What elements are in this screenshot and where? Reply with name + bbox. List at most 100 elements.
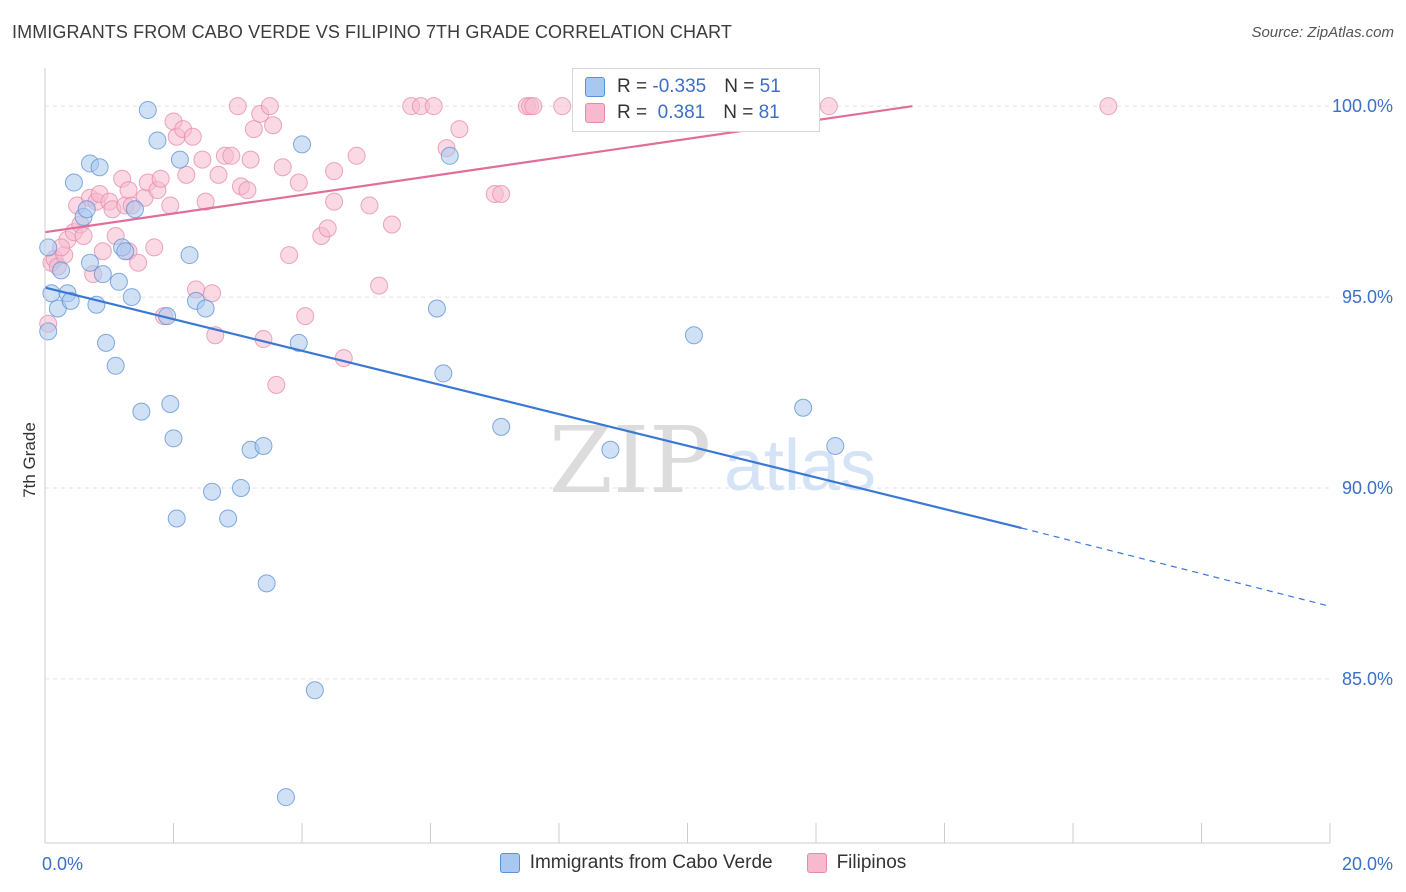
legend-n-label: N = [724,76,760,97]
cabo-verde-point [170,150,189,169]
legend-n-label: N = [723,102,759,123]
legend-n-value: 81 [758,102,780,123]
legend-item-filipinos: Filipinos [806,852,907,874]
filipinos-point [1099,97,1118,116]
legend-label-filipinos: Filipinos [836,852,907,873]
filipinos-point [296,307,315,326]
legend-stats: R = -0.335 N = 51 R = 0.381 N = 81 [572,68,820,132]
cabo-verde-point [601,440,620,459]
legend-row-cabo-verde: R = -0.335 N = 51 [585,75,781,99]
legend-row-filipinos: R = 0.381 N = 81 [585,101,780,125]
filipinos-point [524,97,543,116]
cabo-verde-point [305,681,324,700]
y-tick-label: 100.0% [1332,96,1393,116]
cabo-verde-point [289,333,308,352]
filipinos-point [370,276,389,295]
filipinos-point [360,196,379,215]
filipinos-point [177,165,196,184]
cabo-verde-point [180,246,199,265]
legend-swatch-blue [585,77,605,97]
cabo-verde-point [138,100,157,119]
filipinos-point [119,181,138,200]
filipinos-point [325,162,344,181]
cabo-verde-point [684,326,703,345]
legend-swatch-blue [499,853,520,873]
cabo-verde-point [39,238,58,257]
filipinos-point [347,146,366,165]
legend-item-cabo-verde: Immigrants from Cabo Verde [499,852,773,874]
filipinos-point [280,246,299,265]
filipinos-point [382,215,401,234]
cabo-verde-point [440,146,459,165]
series-cabo-verde-points [39,100,845,807]
chart-source: Source: ZipAtlas.com [1251,24,1394,41]
filipinos-point [264,116,283,135]
cabo-verde-point [64,173,83,192]
cabo-verde-point [61,291,80,310]
cabo-verde-point [80,253,99,272]
filipinos-point [228,97,247,116]
filipinos-point [819,97,838,116]
cabo-verde-point [132,402,151,421]
series-filipinos-points [39,97,1118,394]
cabo-verde-point [254,436,273,455]
y-tick-label: 90.0% [1342,478,1393,498]
filipinos-point [241,150,260,169]
watermark-zip: ZIP [549,407,711,514]
watermark: ZIP atlas [549,407,876,514]
cabo-verde-point [106,356,125,375]
legend-label-cabo-verde: Immigrants from Cabo Verde [529,852,773,873]
cabo-verde-point [125,200,144,219]
watermark-atlas: atlas [724,426,876,506]
cabo-verde-point [434,364,453,383]
y-tick-label: 85.0% [1342,669,1393,689]
filipinos-point [492,184,511,203]
cabo-verde-point [164,429,183,448]
filipinos-point [553,97,572,116]
filipinos-point [183,127,202,146]
filipinos-point [222,146,241,165]
cabo-verde-trend-line [44,286,1022,530]
filipinos-point [129,253,148,272]
cabo-verde-point [148,131,167,150]
legend-swatch-pink [585,103,605,123]
cabo-verde-point [122,288,141,307]
filipinos-point [334,349,353,368]
filipinos-point [145,238,164,257]
legend-swatch-pink [806,853,827,873]
legend-r-label: R = [617,76,653,97]
cabo-verde-point [196,299,215,318]
cabo-verde-point [39,322,58,341]
cabo-verde-point [257,574,276,593]
cabo-verde-point [427,299,446,318]
cabo-verde-point [203,482,222,501]
filipinos-point [196,192,215,211]
cabo-verde-point [97,333,116,352]
cabo-verde-point [231,478,250,497]
filipinos-point [93,242,112,261]
cabo-verde-point [276,788,295,807]
chart-title: IMMIGRANTS FROM CABO VERDE VS FILIPINO 7… [12,22,733,42]
filipinos-point [260,97,279,116]
filipinos-point [318,219,337,238]
filipinos-point [193,150,212,169]
cabo-verde-point [167,509,186,528]
filipinos-point [209,165,228,184]
filipinos-point [424,97,443,116]
filipinos-point [273,158,292,177]
filipinos-point [325,192,344,211]
filipinos-point [450,120,469,139]
filipinos-point [151,169,170,188]
filipinos-point [289,173,308,192]
tick-labels: 100.0% 95.0% 90.0% 85.0% 0.0% 20.0% [42,96,1393,874]
cabo-verde-point [116,242,135,261]
legend-n-value: 51 [759,76,781,97]
cabo-verde-point [794,398,813,417]
cabo-verde-point [492,417,511,436]
cabo-verde-point [90,158,109,177]
filipinos-point [238,181,257,200]
cabo-verde-point [52,261,71,280]
filipinos-point [267,375,286,394]
filipinos-point [161,196,180,215]
